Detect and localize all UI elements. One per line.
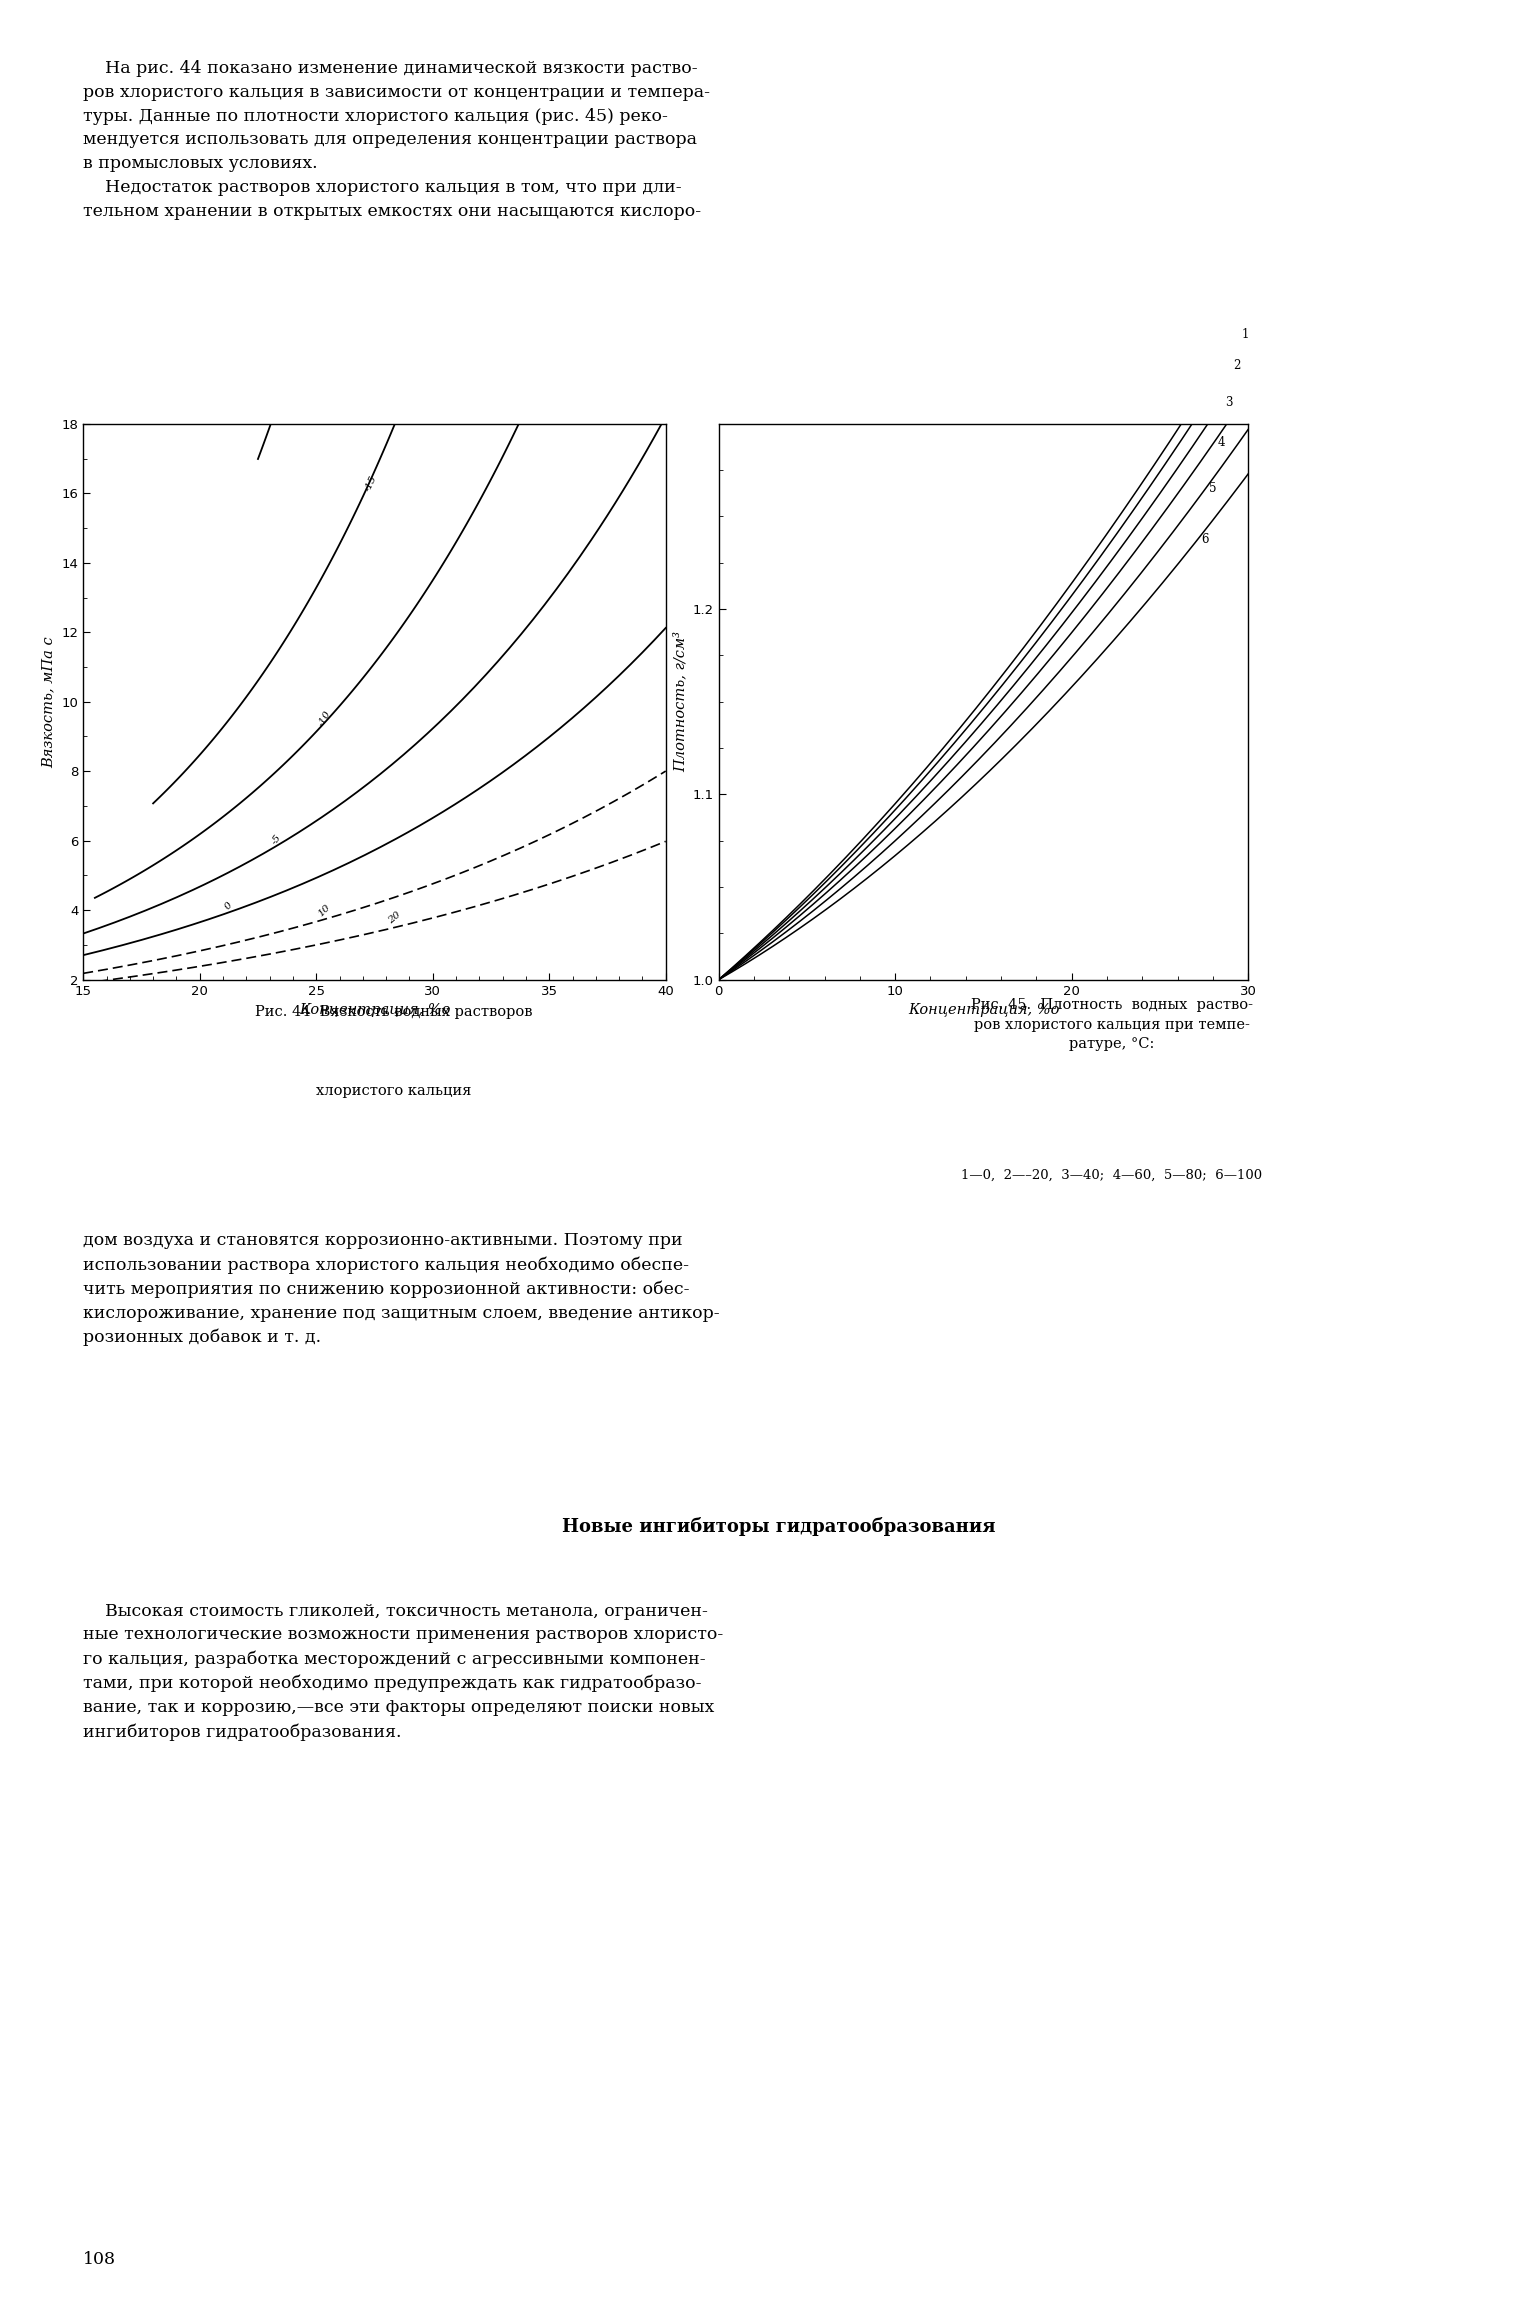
Text: 3: 3 — [1226, 396, 1233, 410]
Text: дом воздуха и становятся коррозионно-активными. Поэтому при
использовании раство: дом воздуха и становятся коррозионно-акт… — [83, 1232, 720, 1346]
X-axis label: Концентрация, %о: Концентрация, %о — [298, 1003, 451, 1017]
Text: 4: 4 — [1218, 435, 1226, 449]
Text: -15: -15 — [363, 475, 378, 493]
Text: 5: 5 — [1209, 482, 1216, 496]
Text: 10: 10 — [316, 903, 331, 917]
Text: 20: 20 — [386, 910, 402, 926]
Text: Новые ингибиторы гидратообразования: Новые ингибиторы гидратообразования — [563, 1517, 996, 1536]
Text: На рис. 44 показано изменение динамической вязкости раство-
ров хлористого кальц: На рис. 44 показано изменение динамическ… — [83, 60, 710, 220]
Text: 6: 6 — [1201, 533, 1209, 547]
Text: Рис. 45.  Плотность  водных  раство-
ров хлористого кальция при темпе-
ратуре, °: Рис. 45. Плотность водных раство- ров хл… — [971, 998, 1253, 1051]
Text: -5: -5 — [269, 834, 283, 845]
Text: Высокая стоимость гликолей, токсичность метанола, ограничен-
ные технологические: Высокая стоимость гликолей, токсичность … — [83, 1603, 723, 1742]
Text: Рис. 44  Вязкость водных растворов: Рис. 44 Вязкость водных растворов — [254, 1005, 533, 1019]
Text: 1—0,  2—–20,  3—40;  4—60,  5—80;  6—100: 1—0, 2—–20, 3—40; 4—60, 5—80; 6—100 — [961, 1170, 1263, 1181]
Text: хлористого кальция: хлористого кальция — [316, 1084, 471, 1098]
Text: 0: 0 — [222, 901, 235, 910]
X-axis label: Концентрация, %о: Концентрация, %о — [908, 1003, 1059, 1017]
Text: 2: 2 — [1233, 359, 1241, 373]
Y-axis label: Плотность, г/см³: Плотность, г/см³ — [673, 632, 687, 771]
Text: 108: 108 — [83, 2251, 117, 2267]
Text: -10: -10 — [316, 709, 333, 727]
Text: 1: 1 — [1242, 329, 1250, 340]
Y-axis label: Вязкость, мПа с: Вязкость, мПа с — [42, 637, 56, 767]
